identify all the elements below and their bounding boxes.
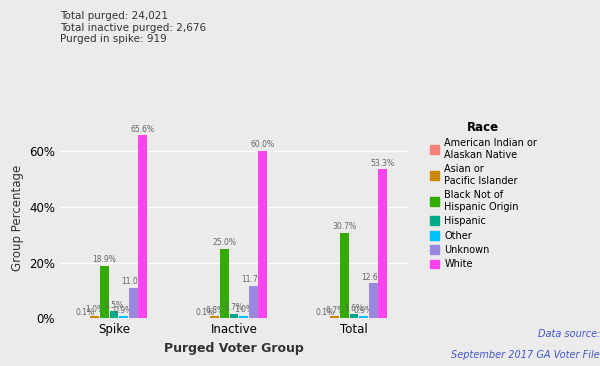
Bar <box>379 169 387 318</box>
Text: 0.7%: 0.7% <box>325 306 344 315</box>
Bar <box>119 316 128 318</box>
Bar <box>91 315 99 318</box>
Legend: American Indian or
Alaskan Native, Asian or
Pacific Islander, Black Not of
Hispa: American Indian or Alaskan Native, Asian… <box>427 118 540 272</box>
Text: Data source:: Data source: <box>538 329 600 339</box>
Text: 65.6%: 65.6% <box>131 124 155 134</box>
Bar <box>331 317 339 318</box>
Bar <box>129 288 137 318</box>
Bar <box>340 232 349 318</box>
Text: 2.5%: 2.5% <box>104 301 124 310</box>
Text: 0.9%: 0.9% <box>114 306 133 314</box>
Bar <box>369 283 377 318</box>
Text: 11.0%: 11.0% <box>121 277 145 286</box>
Text: 18.9%: 18.9% <box>92 255 116 264</box>
X-axis label: Purged Voter Group: Purged Voter Group <box>164 342 304 355</box>
Text: 1.7%: 1.7% <box>224 303 244 312</box>
Text: 25.0%: 25.0% <box>212 238 236 247</box>
Text: 0.1%: 0.1% <box>196 308 215 317</box>
Bar <box>220 249 229 318</box>
Bar <box>230 314 238 318</box>
Bar <box>211 316 219 318</box>
Text: 1.0%: 1.0% <box>85 305 104 314</box>
Bar <box>259 151 267 318</box>
Bar <box>350 314 358 318</box>
Text: 1.0%: 1.0% <box>234 305 253 314</box>
Text: 0.1%: 0.1% <box>316 308 335 317</box>
Text: September 2017 GA Voter File: September 2017 GA Voter File <box>451 350 600 359</box>
Bar <box>239 315 248 318</box>
Text: Total purged: 24,021
Total inactive purged: 2,676
Purged in spike: 919: Total purged: 24,021 Total inactive purg… <box>60 11 206 44</box>
Text: 0.9%: 0.9% <box>354 306 373 314</box>
Text: 12.6%: 12.6% <box>361 273 385 282</box>
Text: 1.6%: 1.6% <box>344 303 364 313</box>
Bar <box>139 135 147 318</box>
Text: 60.0%: 60.0% <box>251 140 275 149</box>
Text: 30.7%: 30.7% <box>332 222 356 231</box>
Bar <box>100 266 109 318</box>
Text: 0.8%: 0.8% <box>205 306 224 315</box>
Bar <box>110 311 118 318</box>
Text: 11.7%: 11.7% <box>241 275 265 284</box>
Text: 0.1%: 0.1% <box>76 308 95 317</box>
Bar <box>249 286 257 318</box>
Bar <box>359 316 368 318</box>
Y-axis label: Group Percentage: Group Percentage <box>11 165 23 271</box>
Text: 53.3%: 53.3% <box>371 159 395 168</box>
